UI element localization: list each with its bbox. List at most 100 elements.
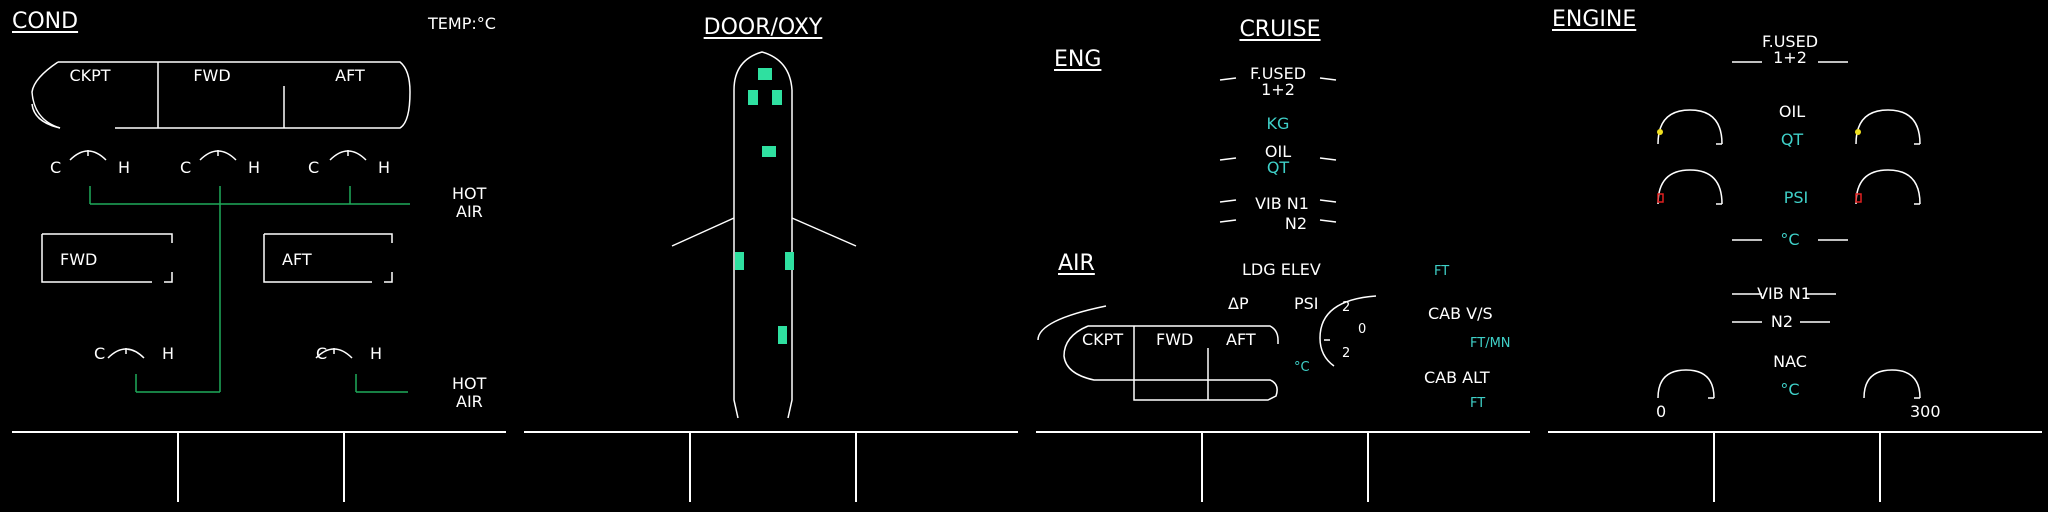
air-zone-ckpt: CKPT [1082,330,1124,349]
ft-unit: FT [1470,396,1486,411]
gauge-hot-label: H [162,344,175,363]
nac-scale-max: 300 [1910,402,1941,421]
cond-page: COND TEMP:°C CKPT FWD AFT C H C H C H HO… [0,0,512,512]
cruise-diagram [1036,77,1530,502]
cruise-title: CRUISE [1239,17,1321,42]
hot-air-ducts [89,186,410,393]
oil-psi-gauge-1 [1657,169,1723,205]
fuel-used-label: F.USED [1249,64,1307,83]
oil-psi-gauge-2 [1855,169,1921,205]
hot-air-label: AIR [456,202,483,221]
cabin-outline [58,61,411,129]
gauge-hot-label: H [378,158,391,177]
air-section-title: AIR [1058,251,1095,276]
fuel-used-label: 1+2 [1773,48,1807,67]
door-indicator [735,252,744,270]
cargo-aft-label: AFT [282,250,312,269]
degc-unit: °C [1294,360,1310,375]
bottom-memo-frame [1036,431,1530,502]
fuselage-diagram [524,51,1018,502]
door-indicator [785,252,794,270]
cond-title: COND [12,9,79,34]
engine-diagram [1548,61,2042,502]
oil-psi-needle-2 [1855,193,1862,203]
oil-psi-needle-1 [1657,193,1664,203]
zone-label-ckpt: CKPT [69,66,111,85]
cruise-page: CRUISE ENG F.USED 1+2 KG OIL QT VIB N1 N… [1024,0,1536,512]
gauge-cold-label: C [50,158,62,177]
nac-label: NAC [1773,352,1807,371]
door-indicator [772,90,782,105]
gauge-cold-label: C [308,158,320,177]
qt-unit: QT [1780,130,1804,149]
nac-gauge-1 [1657,369,1715,399]
gauge-hot-label: H [370,344,383,363]
right-wing [791,217,857,247]
ft-unit: FT [1434,264,1450,279]
oil-qt-gauge-1 [1657,109,1723,145]
vs-scale-label: 2 [1342,346,1351,361]
door-indicator [778,326,787,344]
vs-scale-label: 2 [1342,300,1351,315]
temp-label: TEMP:°C [428,14,496,33]
fuselage-outline [733,51,793,419]
cab-vs-gauge [1037,305,1107,341]
psi-unit: PSI [1783,188,1809,207]
ldg-elev-label: LDG ELEV [1242,260,1321,279]
gauge-hot-label: H [248,158,261,177]
vib-n1-label: VIB N1 [1757,284,1811,303]
hot-air-label: HOT [452,184,487,203]
vib-n2-label: N2 [1770,312,1794,331]
engine-page: ENGINE F.USED 1+2 OIL QT PSI °C VIB N1 N… [1536,0,2048,512]
eng-section-title: ENG [1054,47,1102,72]
oil-qt-needle-1 [1657,129,1663,135]
engine-title: ENGINE [1552,7,1637,32]
cab-vs-label: CAB V/S [1428,304,1493,323]
cab-alt-label: CAB ALT [1424,368,1490,387]
door-page: DOOR/OXY [512,0,1024,512]
fuel-used-label: F.USED [1761,32,1819,51]
cargo-fwd-box [41,233,173,283]
hot-air-label: AIR [456,392,483,411]
oil-qt-needle-2 [1855,129,1861,135]
vs-scale-label: 0 [1358,322,1367,337]
bottom-memo-frame [524,431,1018,502]
cond-diagram [12,61,506,502]
ft-mn-unit: FT/MN [1470,336,1511,351]
door-title: DOOR/OXY [703,15,823,40]
gauge-cold-label: C [316,344,328,363]
air-zone-fwd: FWD [1156,330,1194,349]
gauge-hot-label: H [118,158,131,177]
psi-label: PSI [1294,294,1319,313]
door-indicator [748,90,758,105]
nac-gauge-2 [1863,369,1921,399]
door-indicator [762,146,776,157]
air-zone-aft: AFT [1226,330,1256,349]
oil-qt-needles [1657,129,1861,135]
qt-unit: QT [1266,158,1290,177]
nac-scale-min: 0 [1656,402,1667,421]
oil-label: OIL [1778,102,1806,121]
fuel-used-label: 1+2 [1261,80,1295,99]
zone-label-fwd: FWD [193,66,231,85]
oil-label: OIL [1264,142,1292,161]
door-indicators [735,68,794,344]
nac-unit: °C [1780,380,1800,399]
bottom-memo-frame [1548,431,2042,502]
delta-p-label: ΔP [1228,294,1249,313]
cargo-fwd-label: FWD [60,250,98,269]
gauge-cold-label: C [94,344,106,363]
air-cabin-outline [1063,325,1279,401]
bottom-memo-frame [12,431,506,502]
gauge-cold-label: C [180,158,192,177]
zone-label-aft: AFT [335,66,365,85]
cargo-aft-box [263,233,393,283]
oil-qt-gauge-2 [1855,109,1921,145]
vib-n1-label: VIB N1 [1255,194,1309,213]
left-wing [671,217,735,247]
hot-air-label: HOT [452,374,487,393]
door-indicator [758,68,772,80]
degc-unit: °C [1780,230,1800,249]
vib-n2-label: N2 [1284,214,1308,233]
oil-psi-needles [1657,193,1862,203]
